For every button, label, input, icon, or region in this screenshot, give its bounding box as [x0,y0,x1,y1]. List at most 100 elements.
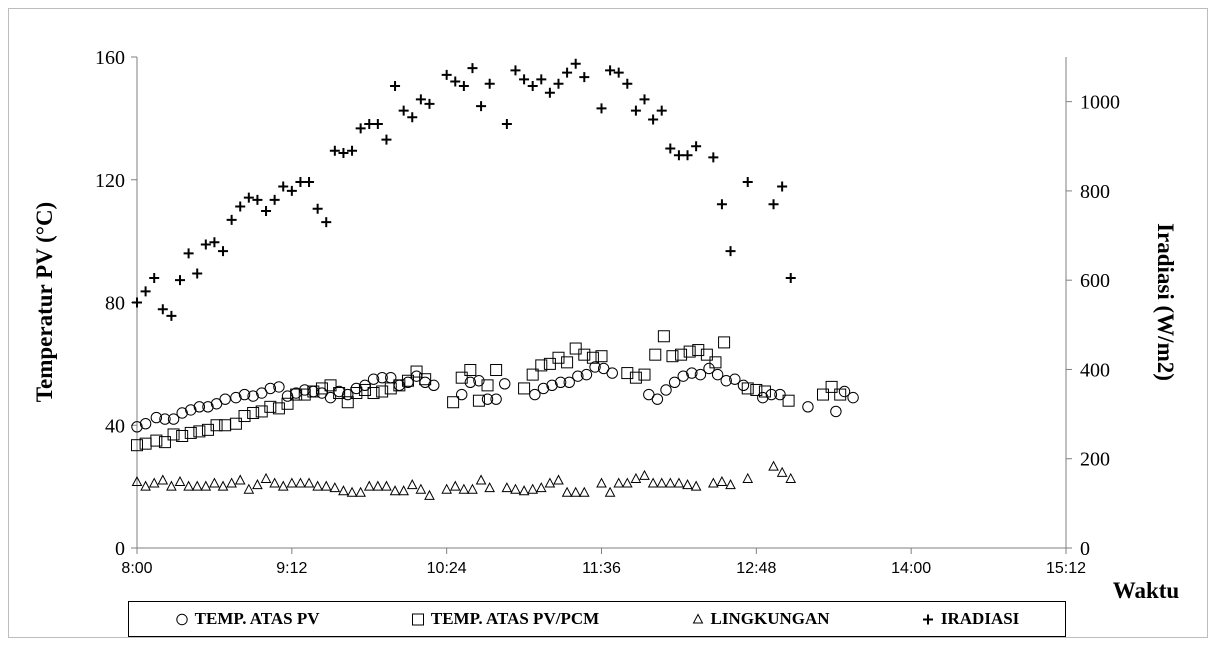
data-point-triangle [234,474,246,485]
data-point-triangle [725,479,736,490]
data-point-plus [278,181,289,192]
data-point-triangle [484,482,496,493]
data-point-plus [708,152,719,163]
data-point-circle [210,398,223,410]
legend: TEMP. ATAS PV TEMP. ATAS PV/PCM LINGKUNGAN… [128,601,1066,637]
data-point-circle [694,368,707,381]
data-point-triangle [295,477,306,488]
data-point-triangle [785,472,797,483]
data-point-plus [218,246,229,257]
data-point-square [782,394,795,407]
data-point-circle [563,376,575,388]
data-point-triangle [690,480,702,491]
data-point-plus [415,94,426,105]
data-point-plus [622,78,633,89]
data-point-square [595,350,608,363]
y-right-tick-label: 200 [1080,449,1110,471]
data-point-circle [150,411,163,424]
data-point-circle [774,388,786,401]
data-point-square [410,365,423,378]
data-point-plus [226,214,237,225]
data-point-triangle [716,475,728,487]
data-point-triangle [707,477,719,488]
data-point-triangle [630,472,642,483]
data-point-circle [342,388,354,401]
series-square [131,330,847,452]
data-point-plus [329,145,340,156]
legend-item-circle: TEMP. ATAS PV [175,609,320,629]
data-point-plus [252,194,263,205]
data-point-circle [660,384,672,396]
data-point-triangle [320,480,332,491]
data-point-square [307,385,320,398]
data-point-square [649,348,662,361]
data-point-plus [562,67,573,78]
y-left-tick-label: 40 [105,415,125,437]
data-point-plus [785,272,796,283]
data-point-square [683,345,696,358]
data-point-plus [519,74,530,85]
data-point-plus [140,286,151,297]
data-point-square [464,364,477,377]
data-point-square [700,348,713,361]
data-point-triangle [260,472,272,483]
data-point-triangle [131,475,143,487]
data-point-plus [450,76,461,87]
data-point-plus [682,150,693,161]
data-point-triangle [673,477,685,488]
data-point-square [324,379,337,392]
data-point-square [193,425,206,438]
data-point-triangle [544,477,556,488]
x-axis-title: Waktu [1113,578,1180,603]
data-point-triangle [458,483,470,494]
data-point-plus [510,65,521,76]
data-point-triangle [553,474,564,485]
data-point-plus [553,78,564,89]
data-point-square [333,387,346,400]
y-right-tick-label: 800 [1080,181,1110,203]
data-point-circle [131,421,143,433]
chart-marks [131,58,859,500]
data-point-square [219,419,232,432]
data-point-square [543,357,556,370]
data-point-circle [606,367,618,379]
data-point-plus [742,176,753,187]
data-point-circle [830,405,842,418]
y-left-tick-label: 160 [95,47,125,69]
data-point-circle [193,401,206,413]
data-point-plus [613,67,624,78]
x-tick-label: 12:48 [736,560,776,577]
data-point-square [131,439,143,452]
data-point-circle [537,382,550,395]
data-point-circle [376,371,388,384]
data-point-square [629,371,642,384]
series-plus [132,58,796,321]
data-point-triangle [200,480,212,491]
data-point-circle [589,361,601,373]
y-right-tick-label: 400 [1080,359,1110,381]
data-point-plus [596,103,607,114]
data-point-triangle [346,486,358,497]
data-point-circle [847,391,859,404]
circle-marker-icon [175,613,188,626]
data-point-square [167,428,180,441]
data-point-plus [183,248,194,259]
data-point-plus [536,74,547,85]
data-point-square [358,383,371,396]
data-point-triangle [768,460,779,471]
data-point-plus [364,118,375,129]
data-point-circle [802,401,814,413]
data-point-triangle [776,466,788,477]
data-point-plus [777,181,788,192]
data-point-square [535,359,548,372]
data-point-square [552,351,565,364]
data-point-square [638,368,651,381]
data-point-circle [529,388,541,401]
data-point-plus [286,185,297,196]
y-right-tick-label: 600 [1080,270,1110,292]
data-point-plus [157,304,168,315]
legend-label: TEMP. ATAS PV [194,609,320,628]
data-point-circle [256,387,268,399]
data-point-triangle [510,483,521,494]
